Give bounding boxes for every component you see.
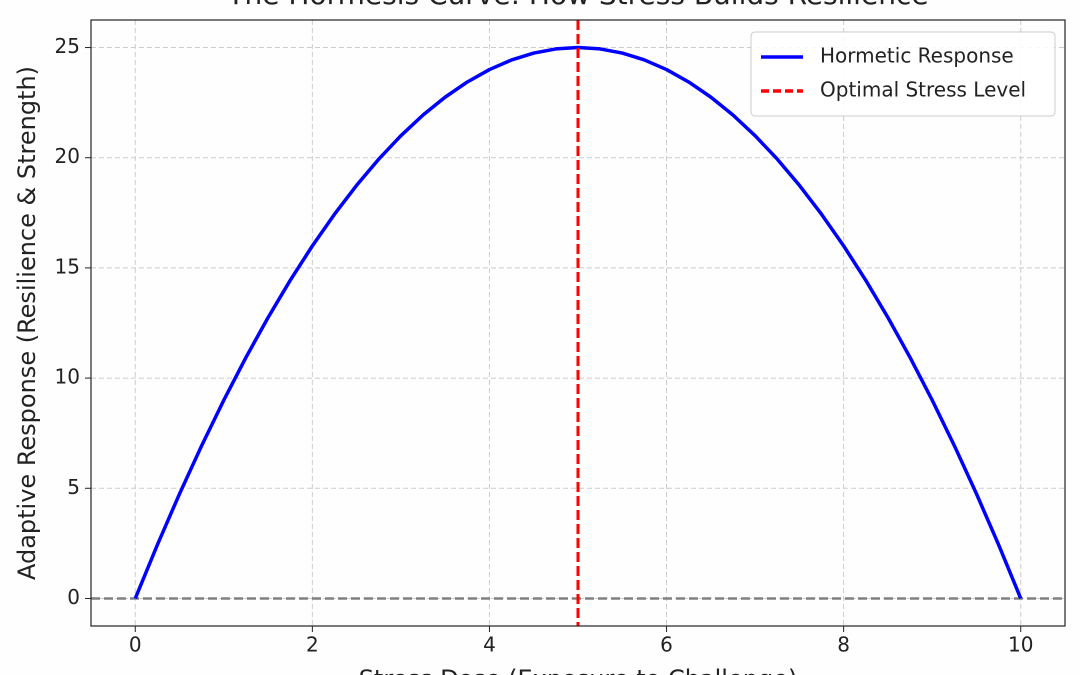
chart-title: The Hormesis Curve: How Stress Builds Re…	[226, 0, 928, 11]
legend-label: Optimal Stress Level	[820, 78, 1026, 102]
y-tick-label: 0	[67, 585, 80, 609]
x-tick-label: 4	[483, 633, 496, 657]
legend-label: Hormetic Response	[820, 44, 1014, 68]
y-tick-label: 20	[55, 144, 80, 168]
y-tick-label: 10	[55, 365, 80, 389]
y-tick-label: 15	[55, 254, 80, 278]
x-axis-label: Stress Dose (Exposure to Challenge)	[359, 665, 798, 675]
x-tick-label: 8	[837, 633, 850, 657]
y-axis-label: Adaptive Response (Resilience & Strength…	[13, 66, 41, 580]
x-tick-label: 2	[306, 633, 319, 657]
data-line	[133, 45, 1023, 600]
y-tick-label: 25	[55, 34, 80, 58]
x-tick-label: 0	[129, 633, 142, 657]
plot-frame	[90, 19, 1066, 627]
x-tick-label: 10	[1008, 633, 1033, 657]
legend-box	[750, 31, 1056, 117]
legend: Hormetic Response Optimal Stress Level	[750, 31, 1056, 117]
x-tick-label: 6	[660, 633, 673, 657]
y-tick-label: 5	[67, 475, 80, 499]
